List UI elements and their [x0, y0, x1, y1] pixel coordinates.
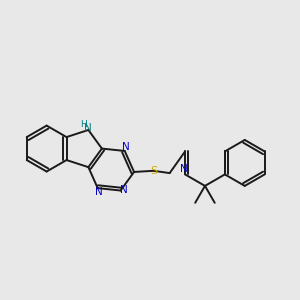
- Text: S: S: [150, 166, 157, 176]
- Text: N: N: [180, 164, 188, 174]
- Text: N: N: [95, 188, 103, 197]
- Text: N: N: [122, 142, 130, 152]
- Text: H: H: [80, 120, 87, 129]
- Text: N: N: [84, 123, 92, 133]
- Text: N: N: [120, 185, 128, 195]
